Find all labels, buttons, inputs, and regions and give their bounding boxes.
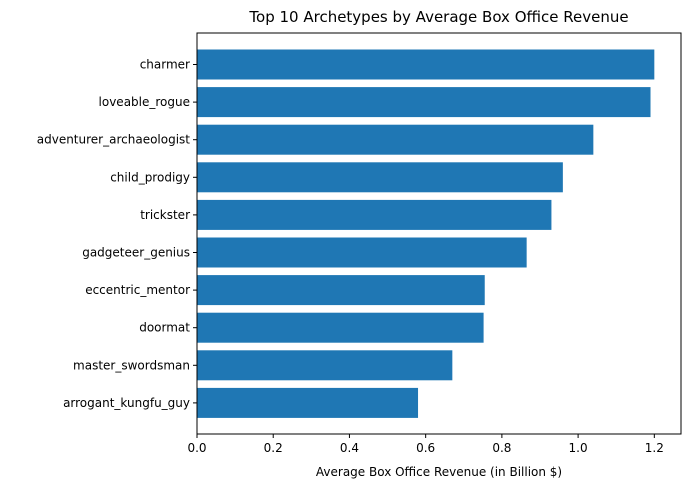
x-tick-label: 0.2 (264, 441, 283, 455)
x-tick-label: 0.4 (340, 441, 359, 455)
bar-child-prodigy (197, 162, 563, 193)
y-tick-label: arrogant_kungfu_guy (63, 396, 190, 410)
y-tick-label: charmer (140, 58, 190, 72)
bar-charmer (197, 49, 655, 80)
y-tick-label: adventurer_archaeologist (37, 133, 191, 147)
x-tick-label: 1.0 (569, 441, 588, 455)
y-axis: charmer loveable_rogue adventurer_archaeol… (37, 58, 197, 410)
bar-loveable-rogue (197, 87, 651, 118)
x-tick-label: 0.0 (187, 441, 206, 455)
y-tick-label: loveable_rogue (99, 95, 190, 109)
x-tick-label: 0.6 (416, 441, 435, 455)
x-axis-label: Average Box Office Revenue (in Billion $… (316, 465, 562, 479)
y-tick-label: gadgeteer_genius (82, 246, 190, 260)
chart-title: Top 10 Archetypes by Average Box Office … (248, 8, 628, 26)
bar-master-swordsman (197, 350, 453, 381)
x-tick-label: 0.8 (492, 441, 511, 455)
y-tick-label: eccentric_mentor (85, 283, 190, 297)
plot-frame (196, 32, 682, 435)
bar-eccentric-mentor (197, 275, 485, 306)
bars-group (197, 49, 655, 418)
x-axis: 0.0 0.2 0.4 0.6 0.8 1.0 1.2 (187, 434, 664, 455)
y-tick-label: master_swordsman (73, 358, 190, 372)
bar-trickster (197, 199, 552, 230)
bar-adventurer-archaeologist (197, 124, 594, 155)
bar-arrogant-kungfu-guy (197, 387, 419, 418)
x-tick-label: 1.2 (645, 441, 664, 455)
bar-doormat (197, 312, 484, 343)
bar-gadgeteer-genius (197, 237, 527, 268)
y-tick-label: child_prodigy (110, 170, 190, 184)
y-tick-label: doormat (139, 321, 190, 335)
y-tick-label: trickster (140, 208, 190, 222)
